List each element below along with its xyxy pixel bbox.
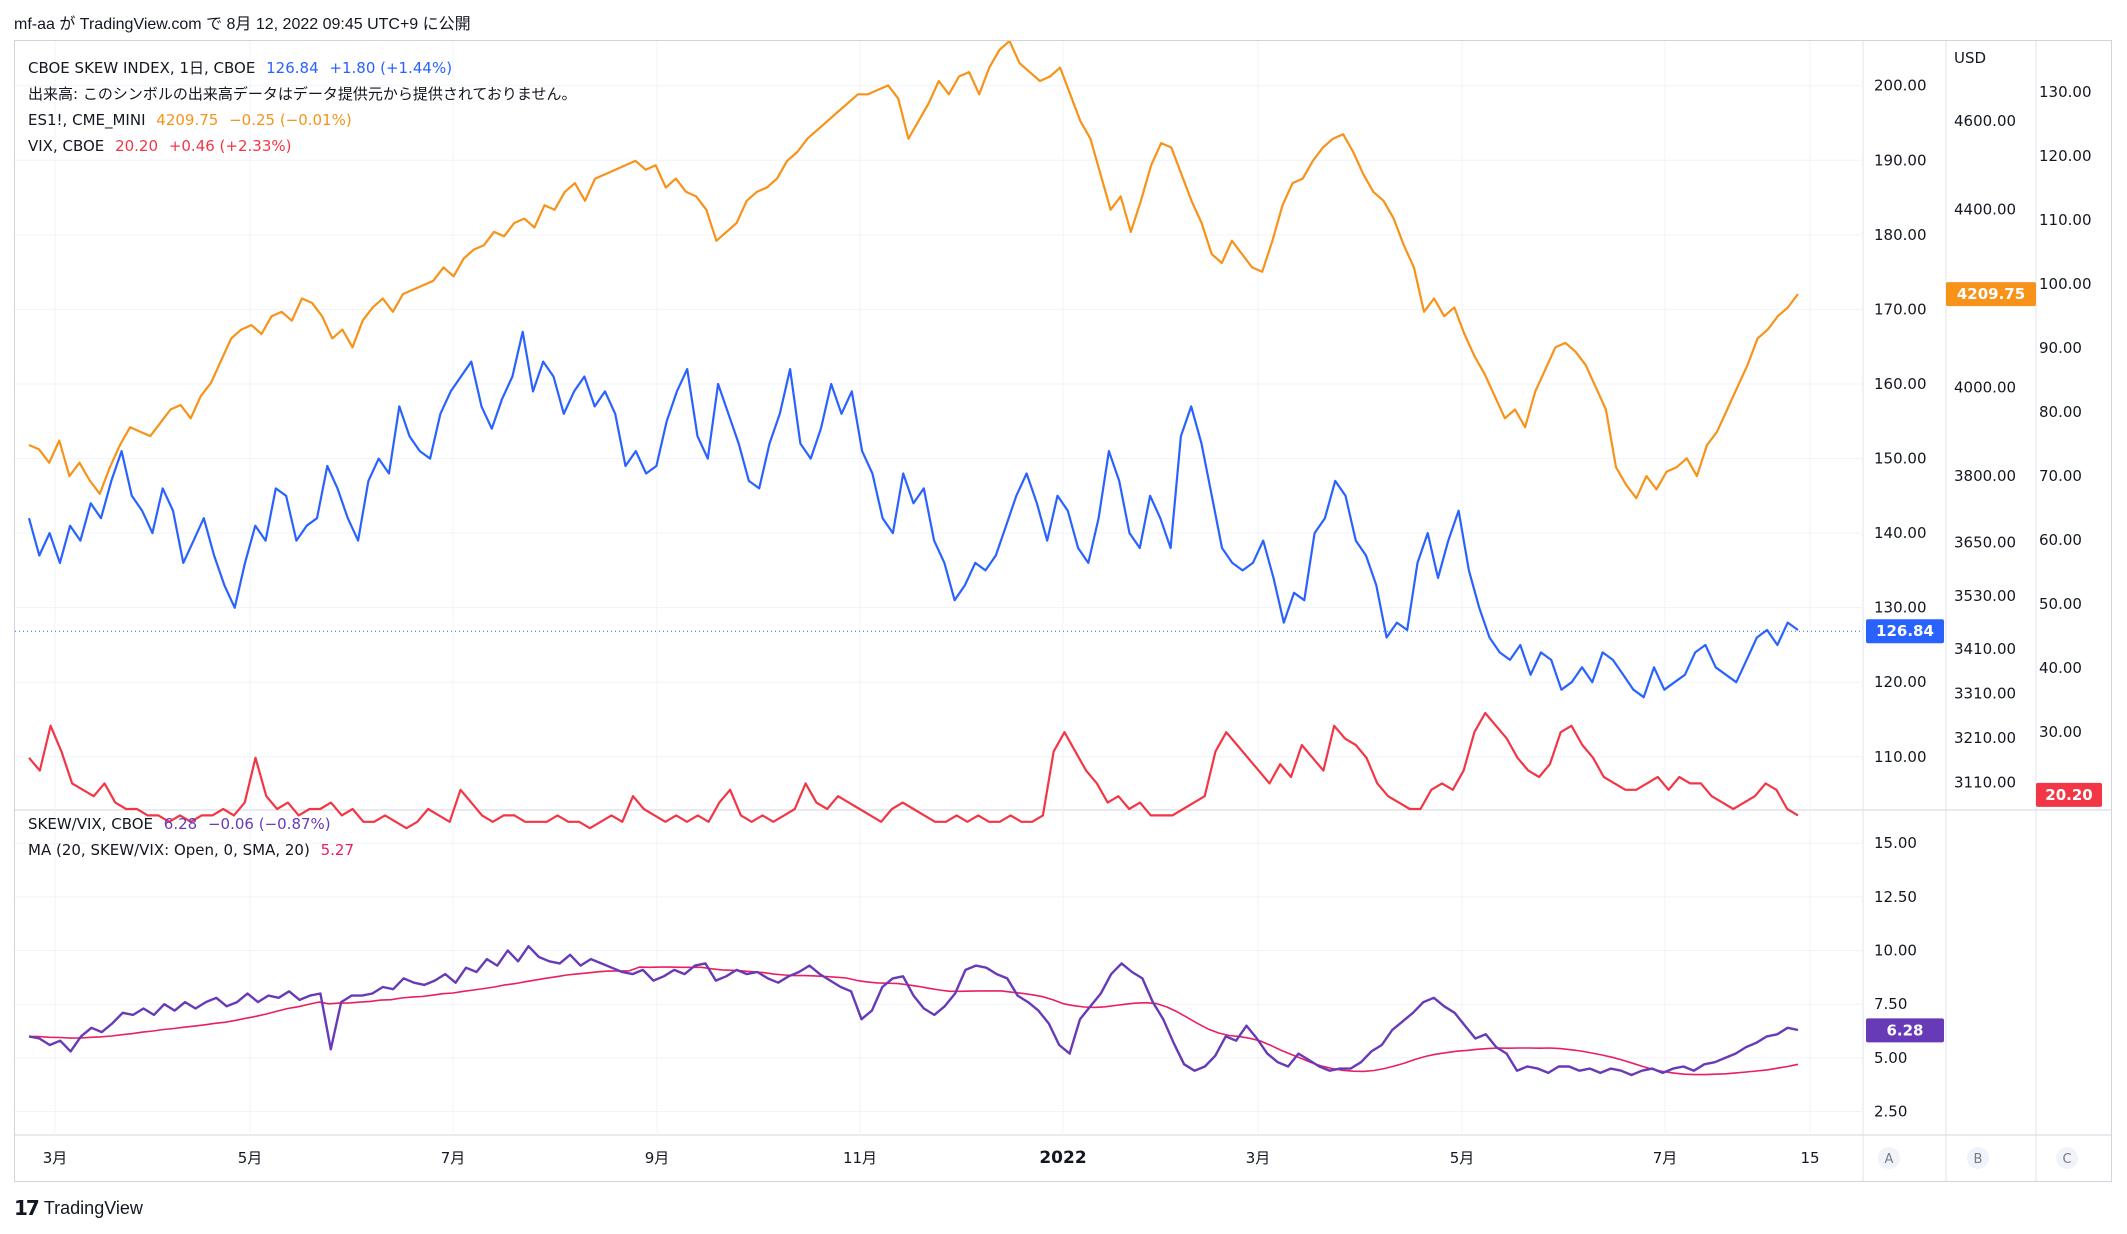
scale-button-label: A [1885,1152,1894,1167]
lower-tick: 5.00 [1874,1049,1907,1067]
last-value-skew [1866,619,1944,644]
last-value-skew-text: 126.84 [1876,622,1934,640]
last-value-vix-text: 20.20 [2045,786,2092,804]
legend-title: ES1!, CME_MINI [28,111,146,129]
scale-button [2056,1147,2078,1169]
scale-button-label: C [2062,1152,2071,1167]
last-value-ratio-text: 6.28 [1886,1021,1923,1039]
scale-button [1967,1147,1989,1169]
last-value-ratio [1866,1018,1944,1043]
legend-value: 6.28 [163,815,198,833]
scale-c-tick: 110.00 [2039,211,2092,229]
legend-row-vix[interactable]: VIX, CBOE 20.20 +0.46 (+2.33%) [28,133,582,159]
lower-tick: 2.50 [1874,1103,1907,1121]
legend-change: −0.06 (−0.87%) [207,815,331,833]
lower-tick: 10.00 [1874,942,1917,960]
last-value-vix [2036,782,2102,807]
legend-row-skew[interactable]: CBOE SKEW INDEX, 1日, CBOE 126.84 +1.80 (… [28,55,582,81]
chart-frame[interactable]: 3月 5月 7月 9月 11月 2022 3月 5月 7月 15 A B C 200.00 190.00 18… [14,40,2112,1182]
series-line-ratio [28,945,1799,1077]
legend-value: 20.20 [115,137,159,155]
scale-b-tick: 4400.00 [1954,201,2016,219]
scale-c-tick: 90.00 [2039,339,2082,357]
legend-row-ma[interactable]: MA (20, SKEW/VIX: Open, 0, SMA, 20) 5.27 [28,837,360,863]
currency-label: USD [1954,49,1986,67]
scale-a-tick: 120.00 [1874,673,1927,691]
legend-title: 出来高: このシンボルの出来高データはデータ提供元から提供されておりません。 [28,85,577,103]
x-tick-label: 5月 [1450,1149,1475,1167]
scale-b-tick: 3530.00 [1954,587,2016,605]
scale-a-tick: 110.00 [1874,748,1927,766]
x-tick-label: 3月 [1246,1149,1271,1167]
tradingview-logo-icon: 17 [14,1196,40,1220]
series-line-vix [28,711,1799,830]
scale-a-tick: 130.00 [1874,599,1927,617]
x-tick-label: 15 [1800,1149,1819,1167]
x-tick-label: 9月 [645,1149,670,1167]
legend-title: CBOE SKEW INDEX, 1日, CBOE [28,59,256,77]
scale-b-tick: 4000.00 [1954,378,2016,396]
chart-canvas[interactable]: 3月 5月 7月 9月 11月 2022 3月 5月 7月 15 A B C 200.00 190.00 18… [15,41,2111,1181]
scale-c-tick: 120.00 [2039,147,2092,165]
scale-c-tick: 70.00 [2039,467,2082,485]
scale-b-tick: 3800.00 [1954,467,2016,485]
scale-c-tick: 60.00 [2039,531,2082,549]
lower-tick: 7.50 [1874,995,1907,1013]
scale-button-label: B [1974,1152,1983,1167]
lower-tick: 12.50 [1874,888,1917,906]
series-line-skew [27,330,1799,699]
publish-header: mf-aa が TradingView.com で 8月 12, 2022 09… [14,16,471,33]
scale-c-tick: 80.00 [2039,403,2082,421]
scale-button [1878,1147,1900,1169]
scale-c-tick: 100.00 [2039,275,2092,293]
scale-b-tick: 4600.00 [1954,112,2016,130]
scale-c-tick: 130.00 [2039,83,2092,101]
scale-a-tick: 150.00 [1874,450,1927,468]
x-tick-label: 3月 [43,1149,68,1167]
legend-change: +0.46 (+2.33%) [168,137,292,155]
legend-row-ratio[interactable]: SKEW/VIX, CBOE 6.28 −0.06 (−0.87%) [28,811,360,837]
legend-row-es[interactable]: ES1!, CME_MINI 4209.75 −0.25 (−0.01%) [28,107,582,133]
series-line-es [28,41,1799,500]
scale-c-tick: 40.00 [2039,659,2082,677]
x-tick-label: 5月 [238,1149,263,1167]
scale-c-tick: 30.00 [2039,723,2082,741]
scale-c-tick: 50.00 [2039,595,2082,613]
tradingview-brand: TradingView [43,1197,143,1218]
legend-title: MA (20, SKEW/VIX: Open, 0, SMA, 20) [28,841,310,859]
x-tick-label: 11月 [843,1149,877,1167]
legend-value: 126.84 [266,59,319,77]
x-tick-label: 7月 [1653,1149,1678,1167]
legend-title: VIX, CBOE [28,137,105,155]
scale-a-tick: 140.00 [1874,524,1927,542]
legend-change: +1.80 (+1.44%) [329,59,453,77]
lower-tick: 15.00 [1874,834,1917,852]
scale-a-tick: 160.00 [1874,375,1927,393]
scale-b-tick: 3410.00 [1954,640,2016,658]
scale-a-tick: 170.00 [1874,300,1927,318]
tradingview-logo[interactable]: 17 TradingView [14,1196,143,1220]
x-tick-label: 2022 [1039,1148,1086,1168]
legend-value: 5.27 [320,841,355,859]
legend-bottom: SKEW/VIX, CBOE 6.28 −0.06 (−0.87%) MA (2… [28,811,360,863]
series-line-ma [28,966,1799,1076]
scale-b-tick: 3210.00 [1954,729,2016,747]
last-value-es [1946,282,2036,307]
scale-a-tick: 190.00 [1874,151,1927,169]
scale-b-tick: 3650.00 [1954,534,2016,552]
scale-b-tick: 3310.00 [1954,685,2016,703]
scale-a-tick: 200.00 [1874,77,1927,95]
legend-top: CBOE SKEW INDEX, 1日, CBOE 126.84 +1.80 (… [28,55,582,159]
legend-change: −0.25 (−0.01%) [229,111,352,129]
legend-title: SKEW/VIX, CBOE [28,815,154,833]
scale-a-tick: 180.00 [1874,226,1927,244]
x-tick-label: 7月 [441,1149,466,1167]
scale-b-tick: 3110.00 [1954,773,2016,791]
legend-row-volume[interactable]: 出来高: このシンボルの出来高データはデータ提供元から提供されておりません。 [28,81,582,107]
legend-value: 4209.75 [156,111,219,129]
last-value-es-text: 4209.75 [1957,285,2025,303]
